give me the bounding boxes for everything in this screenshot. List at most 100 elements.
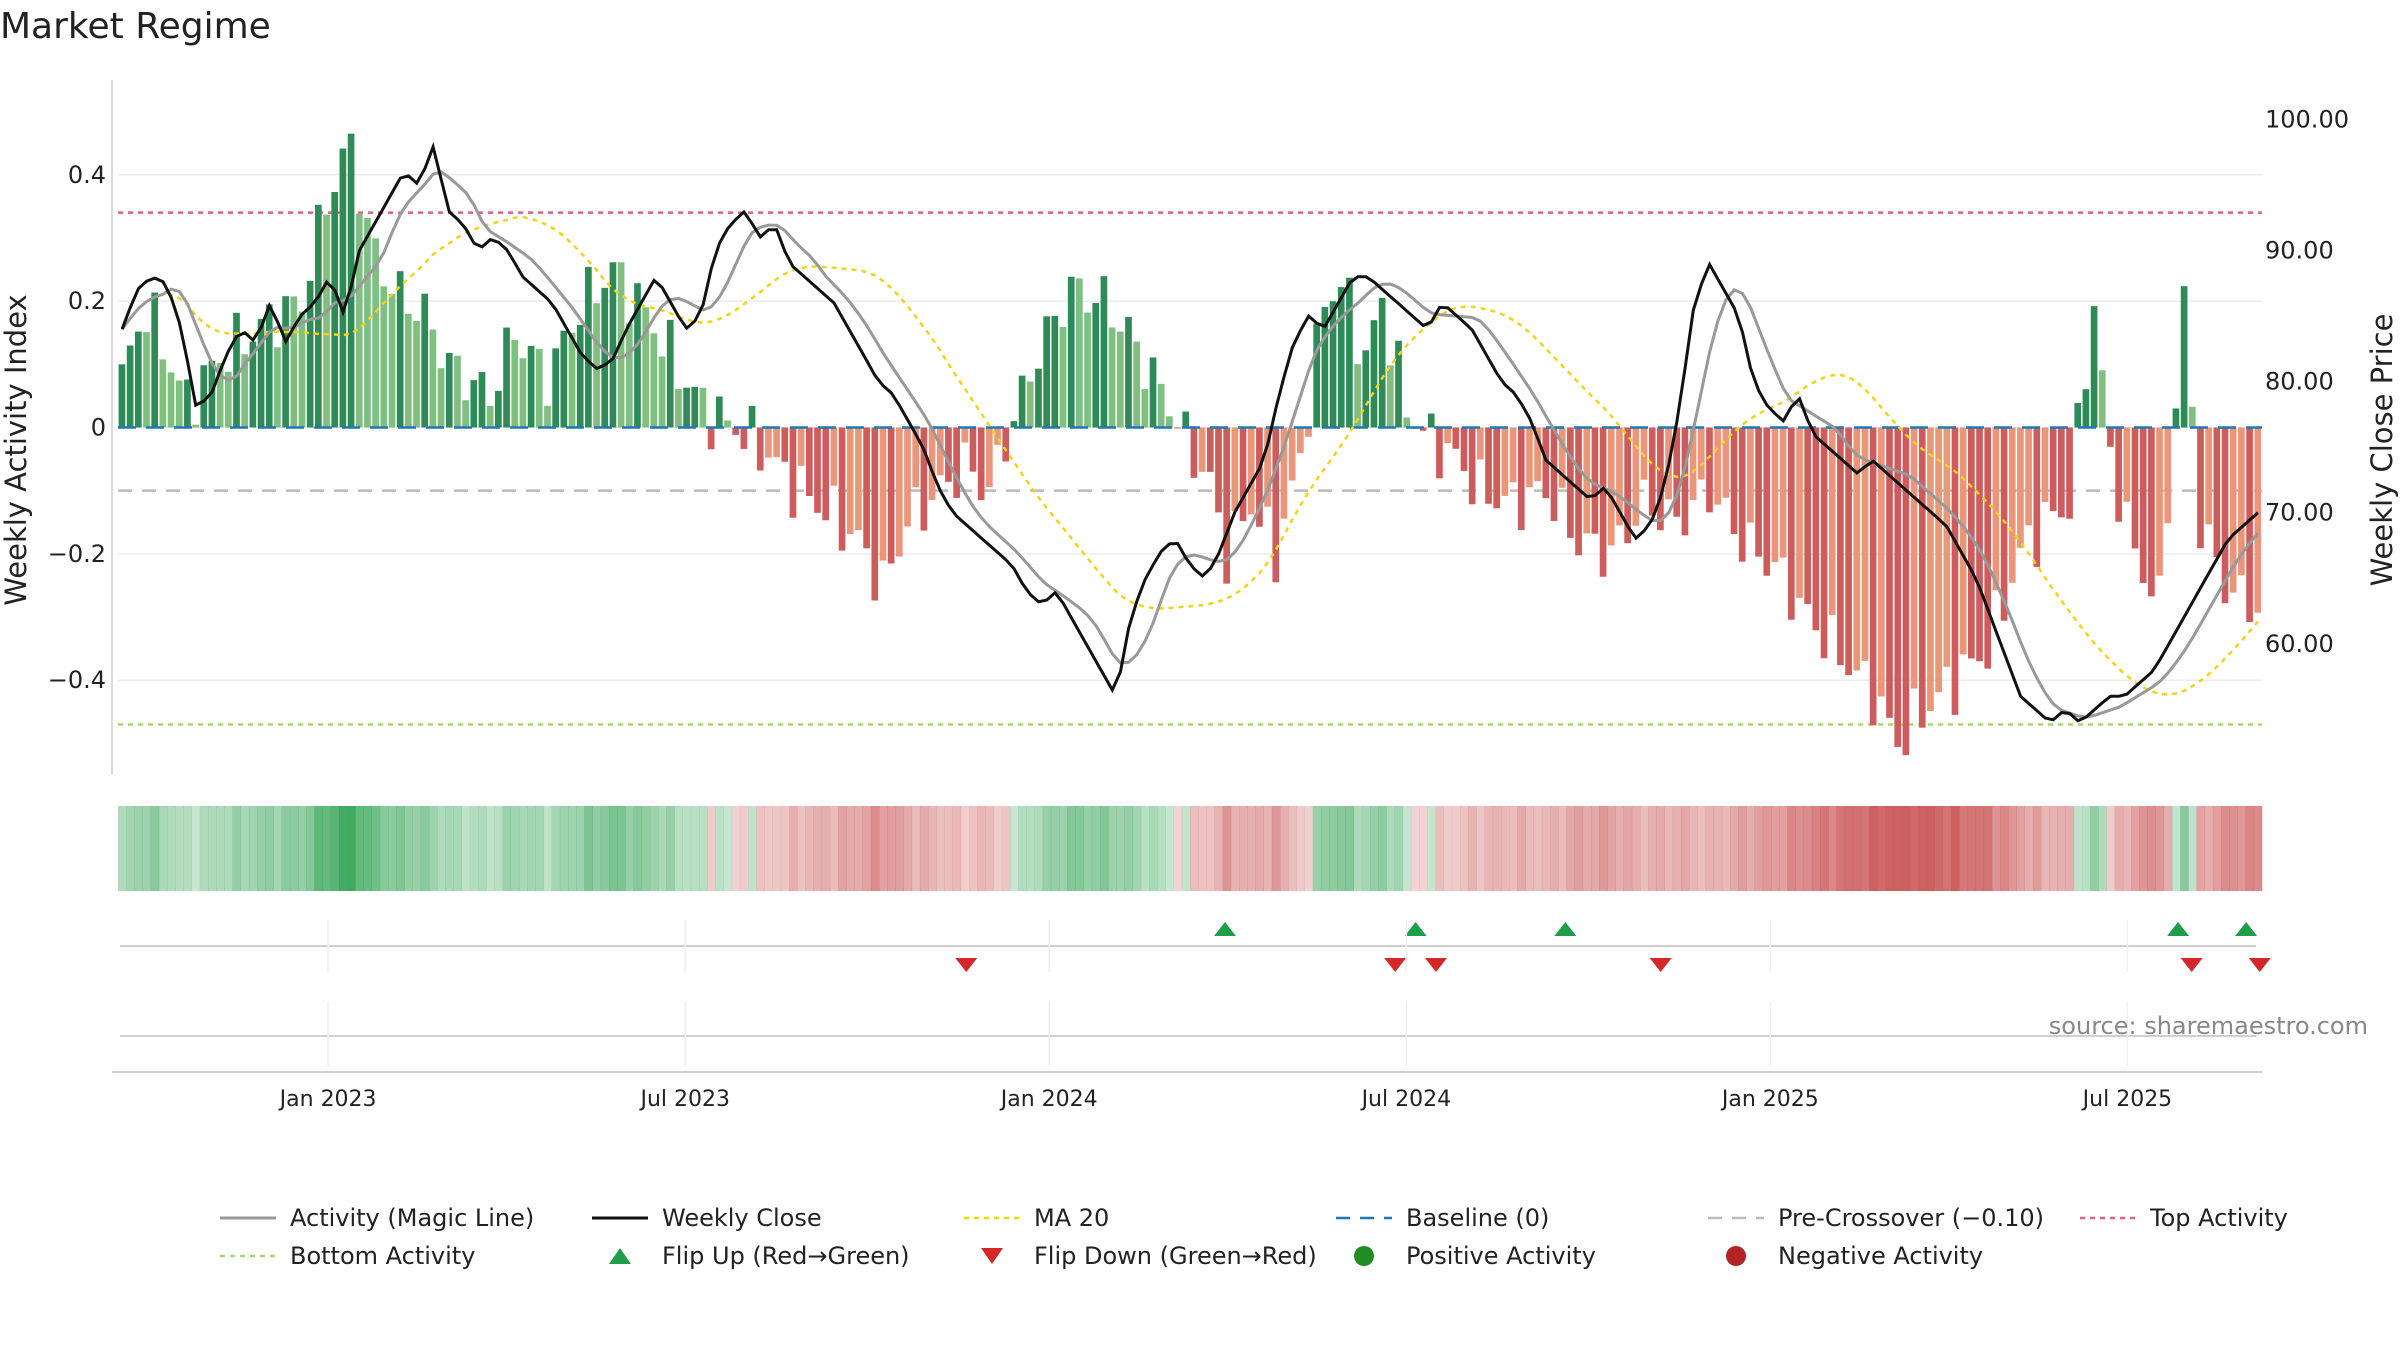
heat-cell bbox=[248, 806, 258, 891]
heat-cell bbox=[2049, 806, 2058, 891]
activity-bar bbox=[355, 213, 363, 428]
heat-cell bbox=[715, 806, 724, 891]
heat-cell bbox=[2000, 806, 2009, 891]
heat-cell bbox=[1009, 806, 1019, 891]
heat-cell bbox=[911, 806, 921, 891]
heat-cell bbox=[1394, 806, 1404, 891]
legend-item: Weekly Close bbox=[592, 1204, 822, 1232]
activity-bar bbox=[372, 238, 379, 428]
heat-cell bbox=[1590, 806, 1600, 891]
activity-bar bbox=[2082, 389, 2090, 428]
heat-cell bbox=[142, 806, 152, 891]
activity-bar bbox=[2229, 427, 2237, 593]
activity-bar bbox=[1157, 383, 1165, 428]
activity-bar bbox=[2188, 406, 2196, 428]
legend-item: Bottom Activity bbox=[220, 1242, 475, 1270]
left-tick-label: −0.2 bbox=[48, 540, 106, 568]
legend-label: Negative Activity bbox=[1778, 1242, 1983, 1270]
activity-bar bbox=[126, 345, 134, 428]
activity-bar bbox=[863, 427, 870, 549]
activity-bar bbox=[715, 396, 723, 428]
activity-bar bbox=[1730, 427, 1738, 535]
heat-cell bbox=[224, 806, 233, 891]
activity-bar bbox=[1485, 427, 1492, 504]
heat-cell bbox=[780, 806, 790, 891]
heat-cell bbox=[2245, 806, 2255, 891]
activity-bar bbox=[699, 387, 707, 428]
heat-cell bbox=[2114, 806, 2124, 891]
activity-bar bbox=[2025, 427, 2032, 526]
heat-cell bbox=[2155, 806, 2165, 891]
heat-cell bbox=[486, 806, 495, 891]
heat-cell bbox=[1820, 806, 1829, 891]
heat-cell bbox=[1492, 806, 1502, 891]
activity-bar bbox=[871, 427, 879, 601]
activity-bar bbox=[380, 286, 388, 428]
heat-cell bbox=[633, 806, 643, 891]
heat-cell bbox=[576, 806, 585, 891]
activity-bar bbox=[1796, 427, 1803, 598]
legend-item: Activity (Magic Line) bbox=[220, 1204, 534, 1232]
heat-cell bbox=[1288, 806, 1297, 891]
activity-bar bbox=[756, 427, 764, 471]
activity-bar bbox=[1706, 427, 1713, 513]
heat-cell bbox=[1951, 806, 1960, 891]
activity-bar bbox=[1968, 427, 1975, 659]
heat-cell bbox=[1410, 806, 1420, 891]
activity-bar bbox=[1763, 427, 1771, 576]
heat-cell bbox=[1738, 806, 1747, 891]
heat-cell bbox=[674, 806, 683, 891]
activity-bar bbox=[814, 427, 821, 513]
heat-cell bbox=[1844, 806, 1854, 891]
legend-item: Top Activity bbox=[2080, 1204, 2288, 1232]
activity-bar bbox=[1599, 427, 1607, 577]
heat-cell bbox=[2221, 806, 2230, 891]
activity-bar bbox=[879, 427, 887, 561]
activity-bar bbox=[527, 345, 535, 428]
heat-cell bbox=[1795, 806, 1805, 891]
activity-bar bbox=[789, 427, 797, 518]
activity-bar bbox=[2172, 408, 2180, 428]
activity-bar bbox=[1313, 323, 1321, 428]
heat-cell bbox=[2016, 806, 2025, 891]
activity-bar bbox=[2148, 427, 2155, 597]
activity-bar bbox=[339, 148, 347, 428]
heat-cell bbox=[1149, 806, 1158, 891]
activity-bar bbox=[650, 333, 658, 428]
activity-bar bbox=[1869, 427, 1877, 726]
activity-bar bbox=[658, 356, 666, 428]
heat-cell bbox=[1566, 806, 1575, 891]
activity-bar bbox=[1468, 427, 1476, 505]
activity-bar bbox=[175, 380, 183, 428]
heat-cell bbox=[2212, 806, 2222, 891]
right-tick-label: 60.00 bbox=[2265, 630, 2334, 658]
heat-cell bbox=[2024, 806, 2034, 891]
activity-bar bbox=[1575, 427, 1582, 556]
heat-cell bbox=[1861, 806, 1870, 891]
activity-bar bbox=[233, 312, 240, 428]
x-tick-label: Jul 2025 bbox=[2081, 1087, 2173, 1112]
heat-cell bbox=[1525, 806, 1534, 891]
heat-cell bbox=[208, 806, 217, 891]
activity-bar bbox=[1616, 427, 1623, 526]
heat-cell bbox=[2057, 806, 2066, 891]
heat-cell bbox=[895, 806, 904, 891]
heat-cell bbox=[919, 806, 929, 891]
heat-cell bbox=[1091, 806, 1101, 891]
heat-cell bbox=[330, 806, 340, 891]
legend-swatch bbox=[981, 1248, 1003, 1264]
heat-cell bbox=[1419, 806, 1428, 891]
activity-bar bbox=[1370, 320, 1378, 428]
heat-cell bbox=[2106, 806, 2116, 891]
heat-cell bbox=[2139, 806, 2148, 891]
heat-cell bbox=[1517, 806, 1526, 891]
activity-bar bbox=[1215, 427, 1222, 513]
activity-bar bbox=[2041, 427, 2049, 502]
weekly-close-line bbox=[120, 141, 2259, 723]
heat-cell bbox=[952, 806, 962, 891]
heat-cell bbox=[690, 806, 700, 891]
activity-bar bbox=[1714, 427, 1722, 505]
heat-cell bbox=[805, 806, 814, 891]
activity-bar bbox=[2017, 427, 2024, 548]
